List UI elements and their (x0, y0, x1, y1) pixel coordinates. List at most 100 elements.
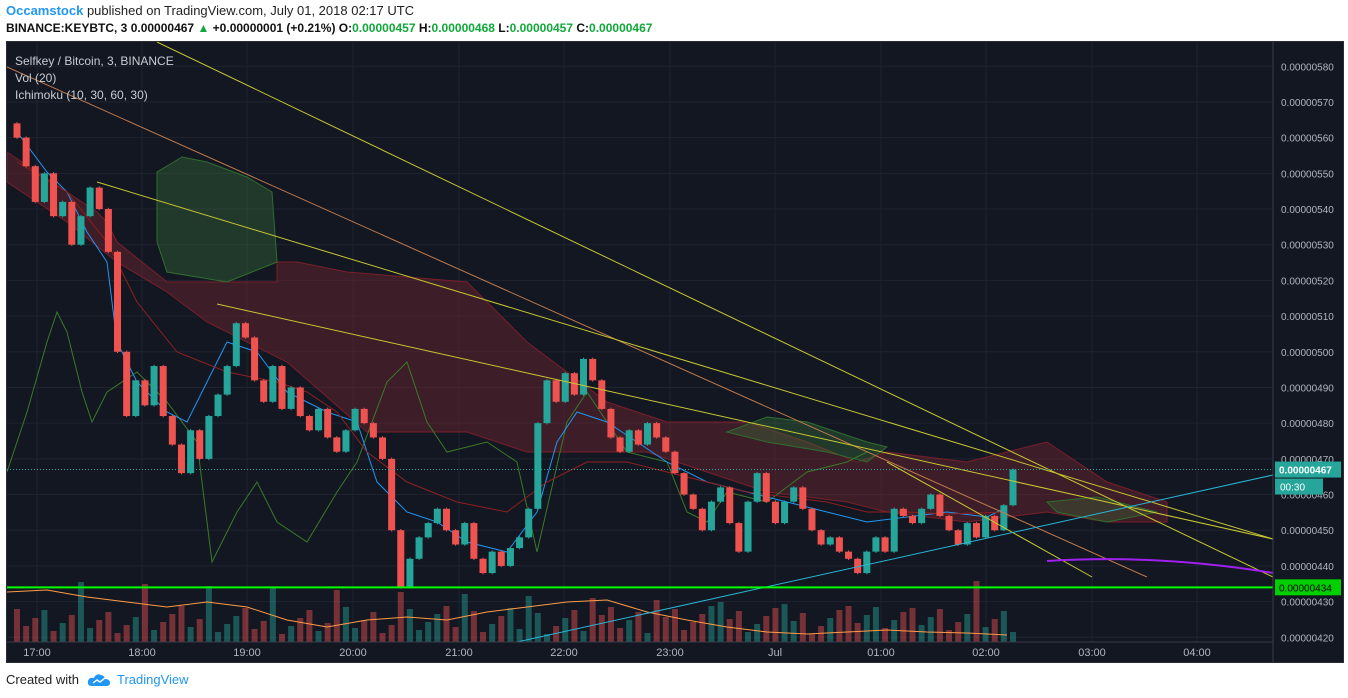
volume-bar (196, 619, 203, 642)
volume-bar (260, 621, 267, 642)
candle-body (159, 366, 167, 417)
y-tick-label: 0.00000510 (1281, 312, 1334, 323)
volume-bar (50, 631, 57, 642)
volume-bar (543, 634, 550, 642)
volume-bar (507, 608, 514, 642)
candle-body (662, 437, 670, 452)
candle-body (424, 523, 432, 538)
volume-bar (946, 630, 953, 642)
candle-body (945, 515, 953, 531)
candle-body (31, 166, 39, 202)
volume-bar (123, 625, 130, 642)
published-text: published on TradingView.com, July 01, 2… (86, 3, 415, 18)
volume-bar (854, 623, 861, 642)
volume-bar (808, 634, 815, 642)
support-price-tag (1275, 579, 1341, 596)
volume-bar (205, 586, 212, 642)
candle-body (50, 173, 58, 217)
candle-body (360, 408, 368, 424)
volume-bar (361, 620, 368, 642)
candle-body (278, 366, 286, 409)
close-label: C: (576, 21, 590, 35)
candle-body (506, 548, 514, 566)
volume-bar (461, 594, 468, 642)
candle-body (954, 530, 962, 545)
volume-bar (671, 609, 678, 642)
up-arrow-icon: ▲ (197, 21, 210, 35)
candle-body (315, 408, 323, 431)
low-label: L: (498, 21, 510, 35)
y-tick-label: 0.00000440 (1281, 562, 1334, 573)
candle-body (150, 366, 158, 406)
low-value: 0.00000457 (509, 21, 574, 35)
candle-body (114, 251, 122, 352)
y-tick-label: 0.00000560 (1281, 134, 1334, 145)
candle-body (497, 551, 505, 566)
open-label: O: (338, 21, 353, 35)
candle-body (707, 501, 715, 531)
legend-ichimoku: Ichimoku (10, 30, 60, 30) (15, 88, 148, 102)
candle-body (488, 551, 496, 574)
lagging-span (6, 310, 868, 564)
candle-body (936, 494, 944, 516)
candle-body (479, 558, 487, 574)
candle-body (59, 201, 67, 217)
x-tick-label: Jul (768, 647, 782, 659)
candle-body (899, 508, 907, 516)
chart-panel[interactable]: 0.00000580 0.00000570 0.00000560 0.00000550… (6, 41, 1344, 663)
candle-body (177, 444, 185, 474)
volume-bar (936, 609, 943, 642)
candle-body (680, 473, 688, 495)
symbol: BINANCE:KEYBTC, 3 (6, 21, 128, 35)
volume-bar (644, 633, 651, 642)
x-tick-label: 20:00 (339, 647, 367, 659)
candle-body (223, 366, 231, 395)
candle-body (972, 523, 980, 538)
x-tick-label: 18:00 (128, 647, 156, 659)
candle-body (461, 523, 469, 545)
volume-bar (87, 628, 94, 642)
volume-bar (909, 608, 916, 642)
candle-body (552, 380, 560, 402)
volume-bar (480, 632, 487, 642)
candle-body (415, 537, 423, 559)
trendline-yellow-3 (216, 303, 1274, 540)
candle-body (881, 537, 889, 552)
y-tick-label: 0.00000550 (1281, 169, 1334, 180)
volume-bar (681, 630, 688, 642)
tradingview-link[interactable]: TradingView (87, 672, 189, 687)
candle-body (580, 358, 588, 395)
close-value: 0.00000467 (589, 21, 653, 35)
candle-body (689, 494, 697, 509)
volume-bar (388, 625, 395, 642)
volume-bar (233, 616, 240, 642)
volume-bar (982, 627, 989, 642)
candle-body (104, 209, 112, 252)
ichimoku-cloud-green (156, 156, 278, 283)
volume-bar (297, 618, 304, 642)
x-tick-label: 02:00 (972, 647, 1000, 659)
volume-bar (105, 612, 112, 642)
candle-body (826, 537, 834, 545)
change: +0.00000001 (+0.21%) (212, 21, 336, 35)
candle-body (442, 508, 450, 531)
volume-bar (370, 612, 377, 642)
price-chart[interactable]: 0.00000580 0.00000570 0.00000560 0.00000550… (6, 41, 1343, 662)
volume-bar (580, 631, 587, 642)
volume-bar (443, 606, 450, 642)
volume-bar (224, 624, 231, 642)
candle-body (40, 173, 48, 202)
candle-body (854, 558, 862, 574)
volume-bar (306, 610, 313, 642)
x-tick-label: 23:00 (656, 647, 684, 659)
volume-bar (452, 627, 459, 642)
y-tick-label: 0.00000430 (1281, 598, 1334, 609)
y-tick-label: 0.00000480 (1281, 419, 1334, 430)
candle-body (1009, 469, 1017, 506)
last-price: 0.00000467 (130, 21, 195, 35)
candle-body (516, 537, 524, 549)
y-tick-label: 0.00000460 (1281, 491, 1334, 502)
curve-purple (1046, 558, 1274, 574)
author-name[interactable]: Occamstock (6, 3, 84, 18)
volume-bar (699, 614, 706, 642)
